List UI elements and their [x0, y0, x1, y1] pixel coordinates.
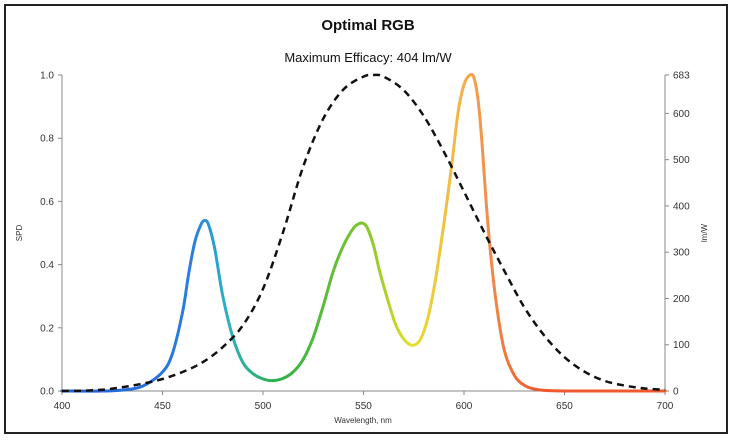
- x-tick-label: 400: [54, 401, 71, 412]
- chart-subtitle: Maximum Efficacy: 404 lm/W: [284, 50, 452, 65]
- x-tick-label: 500: [255, 401, 272, 412]
- chart-title: Optimal RGB: [321, 17, 415, 34]
- y2-tick-label: 300: [673, 248, 690, 259]
- y2-tick-label: 683: [673, 71, 690, 82]
- y2-tick-labels: 0 100 200 300 400 500 600 683: [665, 71, 690, 398]
- y2-tick-label: 200: [673, 294, 690, 305]
- y-tick-label: 0.2: [40, 323, 54, 334]
- y-tick-labels: 0.0 0.2 0.4 0.6 0.8 1.0: [40, 71, 62, 398]
- x-tick-label: 700: [657, 401, 674, 412]
- y-tick-label: 0.8: [40, 134, 54, 145]
- y-tick-label: 0.6: [40, 197, 54, 208]
- x-tick-label: 650: [556, 401, 573, 412]
- y-axis-label: SPD: [15, 225, 24, 242]
- y2-tick-label: 0: [673, 387, 679, 398]
- y-tick-label: 0.0: [40, 387, 54, 398]
- x-tick-label: 600: [456, 401, 473, 412]
- y-tick-label: 0.4: [40, 260, 54, 271]
- y-tick-label: 1.0: [40, 71, 54, 82]
- y2-tick-label: 400: [673, 201, 690, 212]
- x-tick-labels: 400 450 500 550 600 650 700: [54, 391, 674, 412]
- luminous-efficacy-dashed-line: [61, 73, 666, 393]
- y2-tick-label: 600: [673, 109, 690, 120]
- y2-tick-label: 100: [673, 340, 690, 351]
- x-tick-label: 550: [355, 401, 372, 412]
- y2-axis-label: lm/W: [700, 223, 709, 242]
- spd-series-line: [60, 72, 667, 393]
- x-axis-label: Wavelength, nm: [334, 416, 392, 425]
- y2-tick-label: 500: [673, 155, 690, 166]
- x-tick-label: 450: [154, 401, 171, 412]
